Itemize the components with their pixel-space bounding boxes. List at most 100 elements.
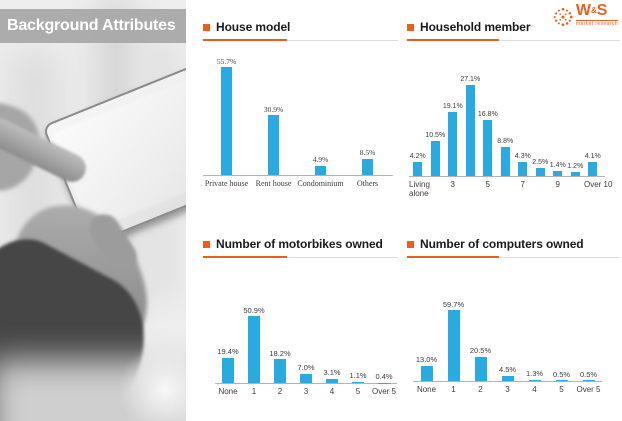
ws-logo-text: W&S market research	[575, 2, 618, 27]
bar-value-label: 4.2%	[409, 152, 426, 160]
bar-cell: 19.1%	[442, 102, 463, 176]
panel-header: Number of computers owned	[407, 237, 620, 258]
bar	[413, 161, 423, 176]
category-label: None	[218, 387, 238, 396]
bar	[465, 85, 475, 176]
bar-cell: 50.9%	[241, 305, 267, 383]
bar-value-label: 1.4%	[549, 162, 566, 170]
panel-computers: Number of computers owned 13.0% 59.7% 20.5…	[407, 237, 620, 394]
bar-cell: 27.1%	[460, 76, 481, 176]
category-label: 5	[485, 180, 490, 189]
bar-cell: 18.2%	[267, 349, 293, 383]
section-bullet-icon	[407, 23, 414, 31]
bar	[553, 171, 563, 176]
category-label	[427, 180, 445, 198]
category-label: None	[416, 385, 437, 394]
bar-cell: 16.8%	[477, 110, 498, 176]
bar-value-label: 59.7%	[442, 299, 465, 309]
bar	[528, 379, 541, 381]
category-label	[532, 180, 550, 198]
bar	[447, 310, 460, 381]
category-label: 7	[520, 180, 525, 189]
bar	[535, 167, 545, 176]
bar	[448, 111, 458, 176]
bar	[588, 162, 598, 176]
header-rule	[407, 39, 620, 41]
category-label: Private house	[204, 179, 249, 188]
bar-value-label: 2.5%	[532, 158, 549, 166]
bar	[518, 161, 528, 176]
panel-house-model: House model 55.7% 30.9% 4.9% 8.5% Private h…	[203, 20, 398, 188]
bar-value-label: 7.0%	[297, 363, 315, 373]
bar-chart-motorbikes: 19.4% 50.9% 18.2% 7.0% 3.1% 1.1% 0.4% None 1 2 3 4…	[215, 302, 397, 396]
category-label	[567, 180, 585, 198]
bar	[274, 359, 286, 383]
bar	[378, 382, 390, 383]
plot-area: 4.2% 10.5% 19.1% 27.1% 16.8% 8.8% 4.3% 2.5% 1.4%…	[409, 71, 605, 176]
bar-chart-computers: 13.0% 59.7% 20.5% 4.5% 1.3% 0.5% 0.5% None 1 2 3 4…	[413, 296, 602, 394]
bar-value-label: 4.3%	[514, 152, 531, 160]
bar-value-label: 8.8%	[497, 137, 514, 145]
panel-household-member: Household member 4.2% 10.5% 19.1% 27.1% 16.8…	[407, 20, 620, 198]
bar-cell: 1.1%	[345, 372, 371, 383]
bar-value-label: 30.9%	[263, 104, 284, 114]
bar	[483, 119, 493, 176]
ws-logo-subtitle: market research	[575, 20, 618, 27]
bar-value-label: 16.8%	[477, 110, 498, 118]
section-bullet-icon	[203, 240, 210, 248]
category-label: 9	[555, 180, 560, 189]
section-bullet-icon	[203, 23, 210, 31]
bar-value-label: 27.1%	[460, 76, 481, 83]
category-label: Rent house	[255, 179, 292, 188]
bar-value-label: 0.4%	[375, 372, 393, 381]
bar-cell: 19.4%	[215, 348, 241, 383]
bar-value-label: 4.1%	[584, 153, 601, 161]
panel-title: Household member	[420, 20, 531, 34]
bar-value-label: 50.9%	[243, 305, 265, 315]
bar-cell: 1.2%	[567, 163, 585, 176]
bar-value-label: 19.1%	[442, 102, 463, 110]
bar	[474, 356, 487, 381]
bar-value-label: 1.1%	[349, 371, 367, 381]
bar-cell: 2.5%	[532, 159, 550, 176]
category-label: Over 10	[584, 180, 613, 189]
plot-area: 55.7% 30.9% 4.9% 8.5%	[203, 53, 393, 175]
bar	[420, 365, 433, 381]
panel-title: Number of motorbikes owned	[216, 237, 383, 251]
category-label: 5	[355, 387, 361, 396]
x-axis-labels: None 1 2 3 4 5 Over 5	[413, 385, 602, 394]
photo-hands-tablet: Background Attributes	[0, 0, 186, 421]
bar-value-label: 3.1%	[323, 368, 341, 378]
bar-cell: 0.4%	[371, 373, 397, 383]
bar-cell: 1.3%	[521, 370, 548, 381]
bar	[362, 158, 373, 175]
category-label: 5	[559, 385, 564, 394]
header-rule	[203, 39, 398, 41]
bar-cell: 13.0%	[413, 356, 440, 381]
bar-value-label: 1.3%	[525, 369, 544, 378]
category-label	[462, 180, 480, 198]
bar-value-label: 0.5%	[579, 369, 598, 379]
panel-motorbikes: Number of motorbikes owned 19.4% 50.9% 18.…	[203, 237, 398, 396]
bar-value-label: 8.5%	[359, 148, 376, 157]
category-label	[497, 180, 515, 198]
bar	[500, 146, 510, 176]
page-title-banner: Background Attributes	[0, 9, 186, 43]
category-label: 2	[277, 387, 283, 396]
x-axis-line	[215, 383, 397, 384]
bar	[352, 381, 364, 383]
category-label: Living alone	[409, 180, 430, 199]
category-label: 1	[251, 387, 257, 396]
category-label: 1	[451, 385, 456, 394]
bar-value-label: 4.5%	[498, 365, 517, 375]
bar-value-label: 10.5%	[425, 131, 446, 139]
ws-logo: W&S market research	[552, 3, 618, 29]
bar-cell: 4.1%	[584, 153, 602, 176]
category-label: Over 5	[371, 387, 396, 396]
bar	[315, 165, 326, 175]
ws-logo-wordmark: W&S	[575, 2, 608, 19]
x-axis-line	[203, 175, 393, 176]
bar	[221, 67, 232, 175]
bar-cell: 0.5%	[575, 371, 602, 381]
